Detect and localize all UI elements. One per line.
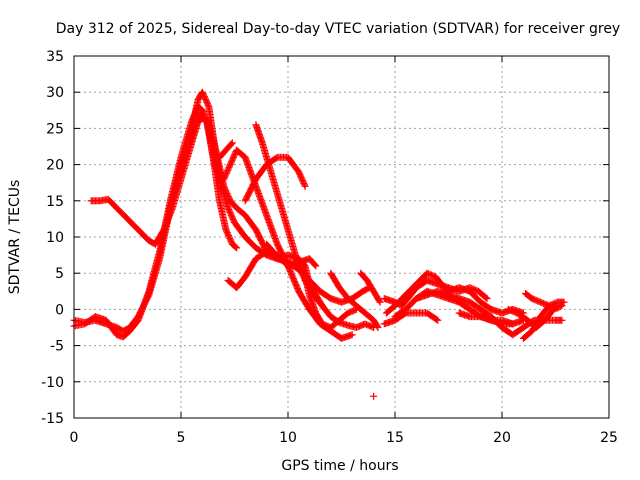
data-point	[228, 139, 236, 147]
data-point	[373, 322, 381, 330]
x-tick-label: 5	[177, 430, 186, 446]
series-arc-h	[263, 240, 373, 306]
data-point	[233, 244, 241, 252]
data-point	[376, 298, 384, 306]
x-tick-label: 0	[70, 430, 79, 446]
data-point	[509, 320, 517, 328]
y-tick-label: 5	[55, 266, 64, 282]
series-arc-d	[177, 110, 241, 252]
series-outlier	[370, 392, 378, 400]
data-point	[554, 304, 562, 312]
data-point	[301, 182, 309, 190]
series-arc-r	[455, 309, 517, 328]
chart-title: Day 312 of 2025, Sidereal Day-to-day VTE…	[56, 21, 620, 37]
y-tick-label: 30	[46, 85, 64, 101]
series-arc-i	[216, 139, 236, 161]
series-arc-j	[327, 269, 382, 331]
data-point	[311, 261, 319, 269]
x-axis-label: GPS time / hours	[281, 458, 398, 474]
data-point	[483, 295, 491, 303]
y-tick-label: -10	[41, 375, 64, 391]
y-tick-label: 15	[46, 194, 64, 210]
data-point	[370, 392, 378, 400]
y-tick-label: 25	[46, 121, 64, 137]
x-tick-label: 10	[279, 430, 297, 446]
y-tick-label: 10	[46, 230, 64, 246]
data-point	[227, 140, 235, 148]
data-point	[558, 316, 566, 324]
x-tick-label: 20	[493, 430, 511, 446]
x-tick-label: 15	[386, 430, 404, 446]
series-arc-k	[357, 269, 384, 306]
data-point	[300, 181, 308, 189]
x-tick-label: 25	[600, 430, 618, 446]
series-arc-c	[87, 114, 326, 310]
data-markers	[70, 88, 568, 400]
data-point	[204, 101, 212, 109]
y-axis-label: SDTVAR / TECUs	[7, 180, 23, 295]
data-point	[375, 297, 383, 305]
y-tick-label: -5	[50, 339, 64, 355]
series-arc-u	[522, 289, 562, 312]
data-point	[368, 323, 376, 331]
y-tick-label: 0	[55, 302, 64, 318]
y-tick-label: 20	[46, 158, 64, 174]
y-tick-label: 35	[46, 49, 64, 65]
data-point	[482, 294, 490, 302]
data-point	[433, 315, 441, 323]
data-point	[374, 324, 382, 331]
grid	[74, 56, 609, 418]
data-point	[348, 331, 356, 339]
y-tick-label: -15	[41, 411, 64, 427]
data-point	[232, 243, 240, 251]
series-arc-l	[380, 309, 442, 328]
data-point	[560, 298, 568, 306]
series-arc-f	[241, 153, 309, 205]
series-arc-t	[519, 298, 568, 342]
axis-ticks: 0 5 10 15 20 25 -15 -10 -5 0 5 10 15 20 25 30 35	[41, 49, 618, 446]
data-point	[312, 262, 320, 270]
data-point	[434, 316, 442, 324]
